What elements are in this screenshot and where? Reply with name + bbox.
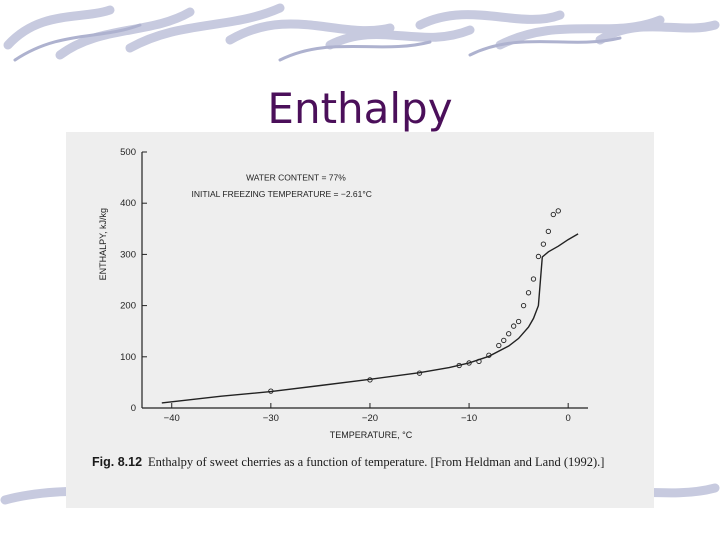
data-point: [268, 388, 274, 394]
data-point: [511, 323, 517, 329]
decor-stroke: [415, 10, 565, 30]
annotation-initial-freezing: INITIAL FREEZING TEMPERATURE = −2.61°C: [192, 189, 372, 199]
x-tick-label: −30: [263, 413, 279, 424]
slide-title: Enthalpy: [267, 84, 453, 133]
y-tick-label: 400: [120, 198, 136, 209]
figure-caption: Fig. 8.12 Enthalpy of sweet cherries as a…: [92, 454, 632, 471]
decor-stroke: [325, 25, 475, 50]
data-point: [456, 362, 462, 369]
data-point: [535, 253, 542, 260]
y-tick-label: 500: [120, 147, 136, 158]
caption-label: Fig. 8.12: [92, 455, 143, 469]
data-point: [367, 377, 373, 383]
data-point: [416, 370, 423, 376]
decor-stroke: [13, 23, 142, 62]
data-point: [515, 318, 522, 325]
figure-scan: 0 100 200 300 400 500 −40 −30 −20 −10 0 TEMPERATURE…: [66, 132, 654, 508]
y-tick-label: 300: [120, 249, 136, 260]
decor-stroke: [125, 3, 285, 53]
x-tick-label: 0: [566, 413, 571, 424]
caption-text: Enthalpy of sweet cherries as a function…: [148, 455, 605, 469]
y-axis-label: ENTHALPY, kJ/kg: [98, 208, 108, 280]
data-point: [520, 302, 527, 309]
decor-stroke: [3, 5, 115, 50]
y-tick-label: 100: [120, 352, 136, 363]
data-point: [525, 290, 532, 296]
data-point: [555, 208, 561, 214]
x-tick-label: −10: [461, 413, 477, 424]
enthalpy-curve: [161, 233, 579, 404]
decor-stroke: [595, 20, 720, 45]
enthalpy-chart: 0 100 200 300 400 500 −40 −30 −20 −10 0 TEMPERATURE…: [98, 147, 588, 440]
x-axis-label: TEMPERATURE, °C: [330, 430, 413, 440]
data-point: [506, 331, 512, 337]
decor-stroke: [278, 40, 432, 62]
data-point: [501, 337, 507, 344]
decor-stroke: [468, 36, 622, 57]
data-point: [466, 360, 472, 366]
y-tick-label: 200: [120, 301, 136, 312]
data-point: [496, 342, 502, 349]
data-point: [530, 276, 537, 282]
x-tick-label: −20: [362, 413, 378, 424]
data-point: [486, 352, 492, 358]
data-point: [540, 241, 547, 247]
annotation-water-content: WATER CONTENT = 77%: [246, 173, 346, 183]
data-point: [550, 211, 556, 218]
data-point: [476, 358, 482, 365]
data-point: [545, 228, 552, 235]
y-tick-label: 0: [131, 403, 136, 414]
x-tick-label: −40: [164, 413, 180, 424]
